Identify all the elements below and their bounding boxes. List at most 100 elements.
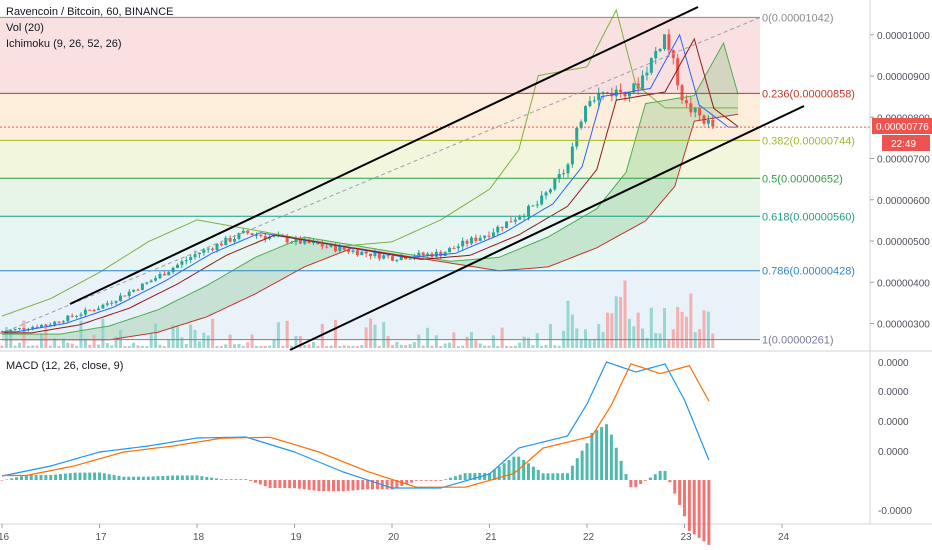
legend-volume[interactable]: Vol (20) [6, 22, 44, 34]
macd-hist-bar [575, 458, 579, 480]
price-tick-label: 0.00000900 [877, 72, 930, 83]
chikou-span [1, 8, 739, 317]
volume-bar [386, 336, 390, 348]
current-price-label-bg [872, 118, 932, 134]
macd-hist-bar [629, 480, 633, 488]
volume-bar [140, 346, 144, 348]
candle-body [263, 236, 267, 239]
macd-hist-bar [166, 475, 170, 480]
candle-body [285, 236, 289, 243]
macd-hist-bar [546, 473, 550, 480]
volume-bar [509, 345, 513, 348]
candle-body [601, 92, 605, 94]
volume-bar [426, 327, 430, 348]
price-axis[interactable]: 0.000010000.000009000.000008000.00000700… [870, 31, 930, 331]
volume-bar [513, 345, 517, 348]
macd-hist-bar [653, 474, 657, 480]
candle-body [180, 261, 184, 265]
volume-bar [342, 345, 346, 348]
candle-body [237, 233, 241, 239]
time-axis[interactable]: 16 17 18 19 20 21 22 23 24 [0, 524, 790, 543]
volume-bar [101, 318, 105, 348]
candle-body [83, 309, 87, 315]
volume-bar [641, 328, 645, 348]
candle-body [641, 75, 645, 89]
volume-bar [206, 335, 210, 348]
candle-body [145, 282, 149, 284]
macd-hist-bar [190, 475, 194, 480]
macd-hist-bar [278, 480, 282, 489]
drawings[interactable] [0, 6, 870, 351]
macd-hist-bar [102, 473, 106, 480]
volume-bar [680, 311, 684, 348]
volume-bar [105, 343, 109, 348]
candle-body [88, 309, 92, 311]
candle-body [619, 89, 623, 93]
macd-hist-bar [522, 459, 526, 480]
legend-title[interactable]: Ravencoin / Bitcoin, 60, BINANCE [6, 6, 174, 18]
time-tick-label: 24 [778, 532, 790, 543]
volume-bar [61, 338, 65, 348]
legend-macd[interactable]: MACD (12, 26, close, 9) [6, 360, 123, 372]
volume-bar [294, 336, 298, 348]
macd-hist-bar [429, 480, 433, 481]
candle-body [667, 34, 671, 51]
macd-hist-bar [361, 480, 365, 490]
candle-body [97, 308, 101, 311]
macd-hist-bar [273, 480, 277, 488]
candle-body [417, 252, 421, 257]
candle-body [632, 83, 636, 93]
volume-bar [395, 341, 399, 348]
time-tick-label: 19 [291, 532, 303, 543]
macd-hist-bar [317, 480, 321, 492]
macd-hist-bar [44, 474, 48, 480]
candle-body [105, 303, 109, 305]
volume-bar [570, 314, 574, 348]
candle-body [101, 304, 105, 309]
volume-bar [461, 345, 465, 348]
volume-bar [434, 335, 438, 348]
macd-hist-bar [205, 476, 209, 480]
candle-body [31, 326, 35, 329]
candle-body [342, 246, 346, 250]
fib-label: 0.236(0.00000858) [762, 88, 855, 100]
macd-hist-bar [249, 480, 253, 481]
candle-body [478, 237, 482, 241]
time-tick-label: 16 [0, 532, 10, 543]
volume-bar [698, 329, 702, 348]
candle-body [474, 237, 478, 241]
candle-body [39, 324, 43, 328]
fib-zone [0, 17, 760, 94]
candle-body [684, 100, 688, 104]
candle-body [114, 301, 118, 303]
macd-hist-bar [176, 475, 179, 480]
macd-hist-bar [68, 473, 72, 480]
macd-hist-bar [488, 472, 491, 480]
macd-hist-bar [580, 450, 584, 480]
time-tick-label: 23 [681, 532, 693, 543]
legend-ichimoku[interactable]: Ichimoku (9, 26, 52, 26) [6, 38, 122, 50]
volume-bar [360, 345, 364, 348]
volume-bar [566, 300, 570, 348]
countdown-label: 22:49 [891, 139, 916, 150]
volume-bar [505, 345, 509, 348]
macd-hist-bar [458, 474, 462, 480]
fib-zone [0, 216, 760, 271]
macd-hist-bar [644, 480, 647, 481]
candle-body [127, 291, 131, 296]
macd-hist-bar [556, 473, 560, 480]
macd-hist-bar [590, 432, 594, 480]
macd-hist-bar [322, 480, 326, 492]
macd-hist-bar [180, 475, 184, 480]
volume-bar [263, 345, 267, 348]
candle-body [176, 264, 179, 268]
macd-hist-bar [687, 480, 691, 531]
candle-body [215, 243, 219, 250]
candle-body [540, 195, 544, 205]
macd-hist-bar [229, 479, 233, 480]
price-tick-label: 0.00000300 [877, 320, 930, 331]
volume-bar [649, 307, 653, 348]
macd-axis[interactable]: 0.0000 0.0000 0.0000 0.0000 -0.0000 [878, 358, 912, 517]
volume-bar [316, 345, 320, 348]
